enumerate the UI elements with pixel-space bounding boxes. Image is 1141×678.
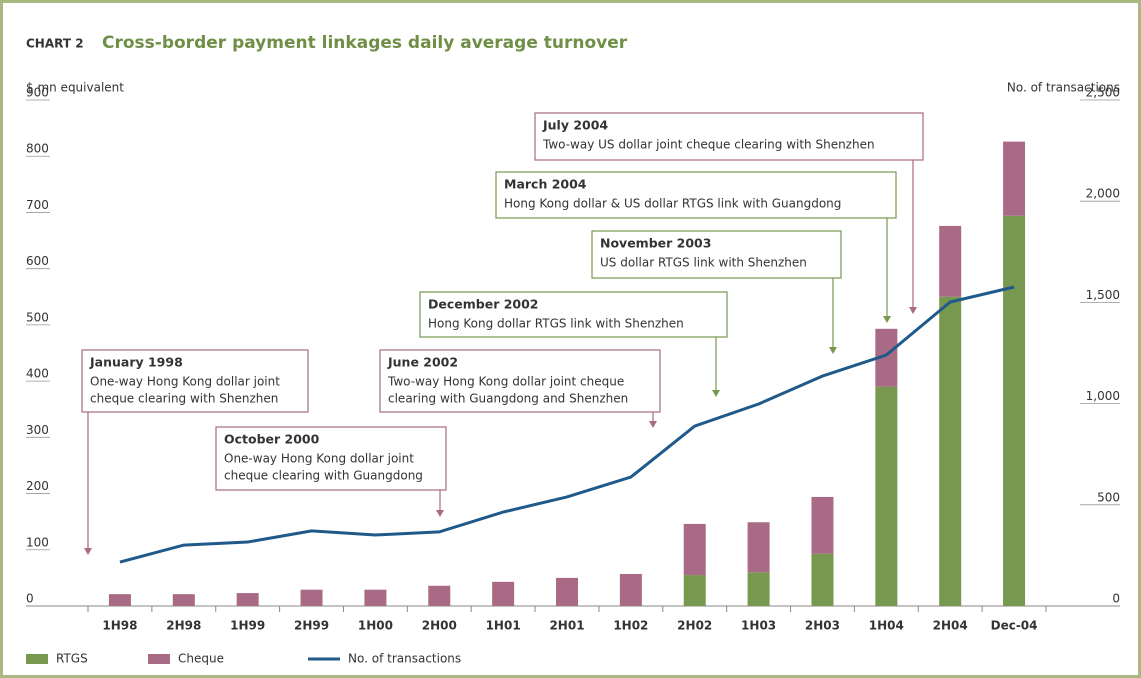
bar bbox=[683, 575, 706, 606]
annotation-box bbox=[419, 291, 728, 338]
legend-label: Cheque bbox=[178, 652, 224, 666]
x-tick-label: 1H00 bbox=[358, 619, 393, 633]
bar bbox=[1003, 215, 1026, 606]
annotation-text: Two-way US dollar joint cheque clearing … bbox=[542, 138, 875, 152]
annotation-title: November 2003 bbox=[600, 236, 711, 251]
bar bbox=[939, 225, 962, 297]
legend-swatch bbox=[26, 654, 48, 664]
annotation-text: cheque clearing with Guangdong bbox=[224, 469, 423, 483]
y2-axis-label: No. of transactions bbox=[1007, 81, 1120, 95]
x-tick-label: Dec-04 bbox=[991, 619, 1038, 633]
x-tick-label: 1H99 bbox=[230, 619, 265, 633]
annotation-text: One-way Hong Kong dollar joint bbox=[90, 375, 280, 389]
y-tick-label: 400 bbox=[26, 367, 49, 381]
bar bbox=[939, 296, 962, 606]
x-tick-label: 1H04 bbox=[869, 619, 904, 633]
annotation-text: clearing with Guangdong and Shenzhen bbox=[388, 392, 628, 406]
annotation-text: Two-way Hong Kong dollar joint cheque bbox=[387, 375, 624, 389]
annotation-text: One-way Hong Kong dollar joint bbox=[224, 452, 414, 466]
y2-tick-label: 1,500 bbox=[1086, 288, 1120, 302]
x-tick-label: 1H02 bbox=[613, 619, 648, 633]
y-tick-label: 500 bbox=[26, 310, 49, 324]
annotation-title: June 2002 bbox=[387, 355, 458, 370]
annotation-title: December 2002 bbox=[428, 297, 539, 312]
annotation-box bbox=[534, 112, 924, 161]
x-tick-label: 2H99 bbox=[294, 619, 329, 633]
annotation-title: January 1998 bbox=[89, 355, 183, 370]
bar bbox=[619, 573, 642, 606]
bar bbox=[492, 581, 515, 606]
chart-title: Cross-border payment linkages daily aver… bbox=[102, 33, 628, 53]
bar bbox=[364, 589, 387, 606]
bar bbox=[236, 593, 259, 606]
y-tick-label: 300 bbox=[26, 423, 49, 437]
bar bbox=[683, 523, 706, 576]
arrow-head bbox=[909, 307, 917, 314]
legend-label: RTGS bbox=[56, 652, 88, 666]
annotation-text: Hong Kong dollar & US dollar RTGS link w… bbox=[504, 197, 841, 211]
annotation-box bbox=[379, 349, 661, 413]
x-tick-label: 1H03 bbox=[741, 619, 776, 633]
bar bbox=[875, 386, 898, 606]
bar bbox=[811, 553, 834, 606]
bar bbox=[428, 585, 451, 606]
bar bbox=[875, 328, 898, 387]
y2-tick-label: 0 bbox=[1112, 592, 1120, 606]
annotation-title: March 2004 bbox=[504, 177, 587, 192]
bar bbox=[556, 577, 578, 606]
arrow-head bbox=[436, 510, 444, 517]
x-tick-label: 2H00 bbox=[422, 619, 457, 633]
y-axis-label: $ mn equivalent bbox=[26, 81, 124, 95]
arrow-head bbox=[883, 316, 891, 323]
annotation-box bbox=[81, 349, 309, 413]
x-tick-label: 2H01 bbox=[549, 619, 584, 633]
y2-tick-label: 1,000 bbox=[1086, 389, 1120, 403]
y2-tick-label: 2,500 bbox=[1086, 86, 1120, 100]
arrow-head bbox=[84, 548, 92, 555]
annotation-text: cheque clearing with Shenzhen bbox=[90, 392, 278, 406]
legend-swatch bbox=[148, 654, 170, 664]
x-tick-label: 1H98 bbox=[102, 619, 137, 633]
y2-tick-label: 2,000 bbox=[1086, 187, 1120, 201]
bar bbox=[811, 496, 834, 554]
y-tick-label: 200 bbox=[26, 479, 49, 493]
annotation-text: US dollar RTGS link with Shenzhen bbox=[600, 256, 807, 270]
x-tick-label: 2H04 bbox=[933, 619, 968, 633]
x-tick-label: 2H02 bbox=[677, 619, 712, 633]
annotation-box bbox=[495, 171, 897, 219]
y-tick-label: 800 bbox=[26, 142, 49, 156]
bar bbox=[108, 594, 131, 606]
y-tick-label: 600 bbox=[26, 254, 49, 268]
annotation-box bbox=[215, 426, 447, 491]
bar bbox=[747, 522, 770, 573]
bar bbox=[300, 589, 323, 606]
arrow-head bbox=[712, 390, 720, 397]
bar bbox=[172, 594, 195, 606]
y-tick-label: 700 bbox=[26, 198, 49, 212]
legend-label: No. of transactions bbox=[348, 652, 461, 666]
annotation-text: Hong Kong dollar RTGS link with Shenzhen bbox=[428, 317, 684, 331]
y-tick-label: 0 bbox=[26, 592, 34, 606]
annotation-title: July 2004 bbox=[542, 118, 608, 133]
y-tick-label: 100 bbox=[26, 535, 49, 549]
annotation-title: October 2000 bbox=[224, 432, 320, 447]
annotation-box bbox=[591, 230, 842, 279]
line bbox=[119, 285, 1015, 564]
bar bbox=[1003, 141, 1026, 216]
y-tick-label: 900 bbox=[26, 86, 49, 100]
chart-label: CHART 2 bbox=[26, 37, 84, 51]
x-tick-label: 2H98 bbox=[166, 619, 201, 633]
arrow-head bbox=[829, 347, 837, 354]
x-tick-label: 2H03 bbox=[805, 619, 840, 633]
y2-tick-label: 500 bbox=[1097, 490, 1120, 504]
bar bbox=[747, 572, 770, 606]
arrow-head bbox=[649, 421, 657, 428]
x-tick-label: 1H01 bbox=[486, 619, 521, 633]
